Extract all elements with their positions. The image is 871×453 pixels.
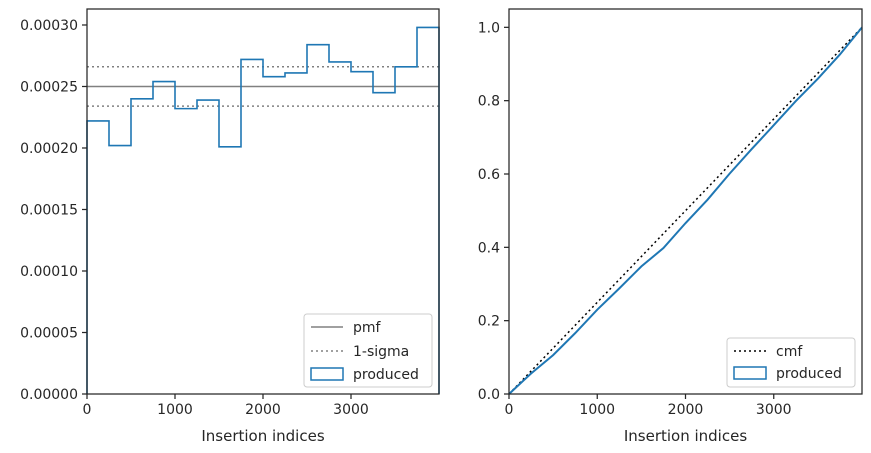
left-chart-pmf: 0 1000 2000 3000 0.00000 0.00005 0.00010 0.0001…	[20, 8, 440, 445]
legend-label-sigma: 1-sigma	[353, 344, 409, 360]
y-tick-label: 1.0	[478, 20, 500, 36]
y-tick-label: 0.00015	[20, 202, 78, 218]
y-tick-label: 0.00005	[20, 325, 78, 341]
legend: pmf 1-sigma produced	[303, 313, 433, 388]
plot-frame	[508, 8, 863, 395]
x-tick-label: 3000	[756, 402, 792, 418]
x-tick-label: 1000	[157, 402, 193, 418]
right-chart-cmf: 0 1000 2000 3000 0.0 0.2 0.4 0.6 0.8 1.0 Insertion…	[478, 8, 863, 445]
legend-swatch-produced	[733, 366, 767, 380]
y-tick-label: 0.00020	[20, 141, 78, 157]
legend: cmf produced	[726, 337, 856, 388]
x-axis-label: Insertion indices	[624, 427, 747, 445]
x-axis-label: Insertion indices	[201, 427, 324, 445]
x-tick-label: 2000	[245, 402, 281, 418]
x-tick-label: 3000	[333, 402, 369, 418]
legend-label-cmf: cmf	[776, 344, 803, 360]
y-tick-label: 0.0	[478, 387, 500, 403]
y-tick-label: 0.00010	[20, 264, 78, 280]
y-tick-label: 0.4	[478, 240, 500, 256]
legend-label-produced: produced	[353, 367, 419, 383]
y-tick-label: 0.00025	[20, 79, 78, 95]
y-tick-label: 0.2	[478, 314, 500, 330]
x-tick-label: 0	[83, 402, 92, 418]
y-tick-label: 0.00000	[20, 387, 78, 403]
y-tick-label: 0.00030	[20, 18, 78, 34]
x-tick-label: 2000	[668, 402, 704, 418]
y-tick-label: 0.8	[478, 94, 500, 110]
x-tick-label: 0	[505, 402, 514, 418]
y-tick-label: 0.6	[478, 167, 500, 183]
produced-line	[508, 26, 863, 395]
produced-step-histogram	[86, 26, 440, 394]
legend-label-produced: produced	[776, 366, 842, 382]
legend-label-pmf: pmf	[353, 320, 382, 336]
legend-swatch-produced	[310, 367, 344, 381]
x-tick-label: 1000	[579, 402, 615, 418]
